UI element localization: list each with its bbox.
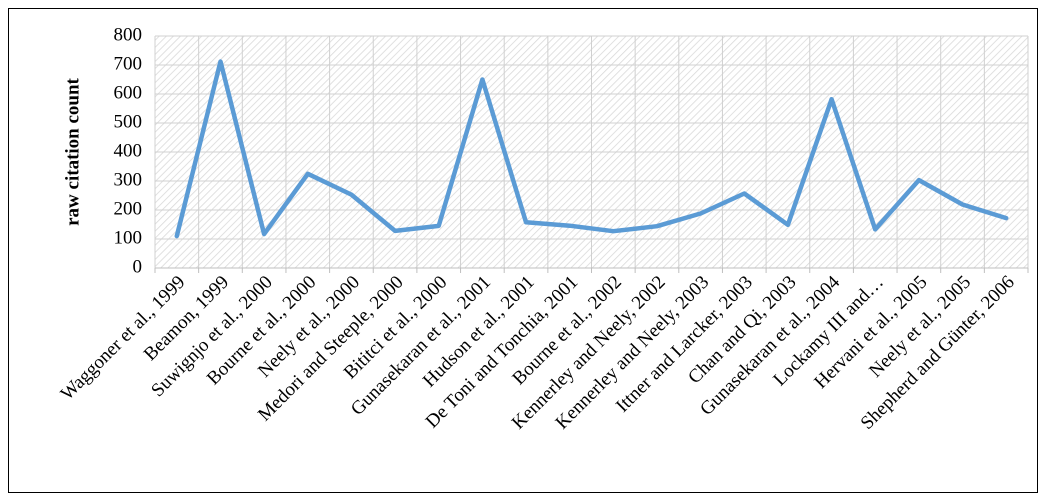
axes <box>154 267 1029 273</box>
gridlines <box>154 35 1029 269</box>
y-tick-label: 300 <box>114 169 143 190</box>
y-tick-label: 800 <box>114 24 143 45</box>
y-tick-label: 0 <box>133 256 143 277</box>
y-tick-label: 100 <box>114 227 143 248</box>
chart-frame: Waggoner et al., 1999 Beamon, 1999 Suwignj… <box>8 8 1038 493</box>
y-tick-label: 500 <box>114 111 143 132</box>
y-tick-labels: 0 100 200 300 400 500 600 700 800 <box>114 24 143 277</box>
y-tick-label: 700 <box>114 53 143 74</box>
y-axis-label: raw citation count <box>62 77 83 225</box>
y-tick-label: 400 <box>114 140 143 161</box>
y-tick-label: 200 <box>114 198 143 219</box>
y-tick-label: 600 <box>114 82 143 103</box>
series-layer <box>174 59 1009 239</box>
series-line <box>174 59 1009 239</box>
